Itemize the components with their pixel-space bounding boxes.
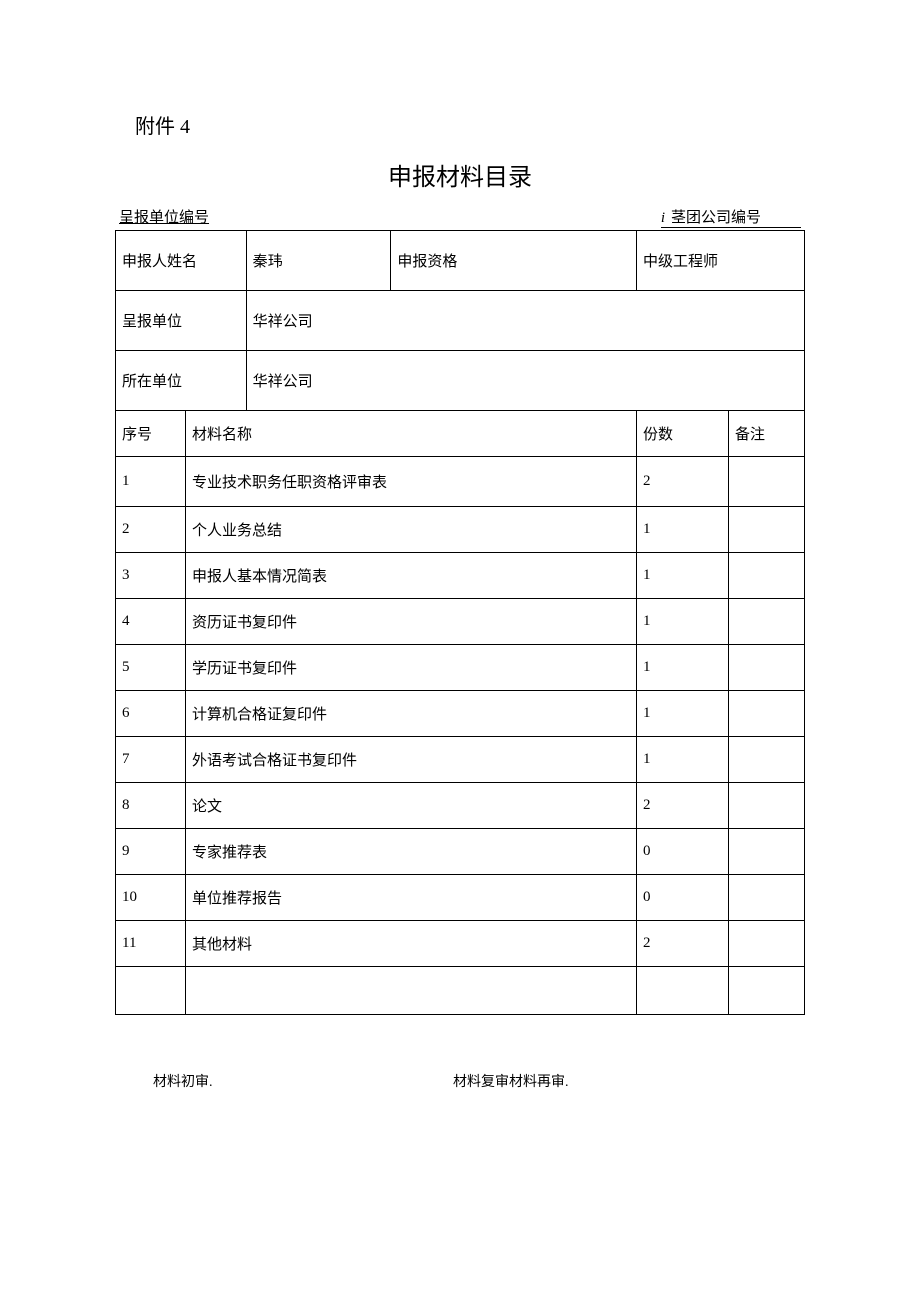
table-row-empty <box>116 967 805 1015</box>
cell-note <box>729 737 805 783</box>
cell-seq: 3 <box>116 553 186 599</box>
material-initial-review-label: 材料初审. <box>153 1071 453 1091</box>
cell-name: 论文 <box>186 783 637 829</box>
cell-qty: 1 <box>637 599 729 645</box>
cell-seq: 1 <box>116 457 186 507</box>
cell-note <box>729 507 805 553</box>
cell-note <box>729 645 805 691</box>
table-row: 6 计算机合格证复印件 1 <box>116 691 805 737</box>
header-line: 呈报单位编号 i 茎团公司编号 <box>115 206 805 230</box>
col-name-header: 材料名称 <box>186 411 637 457</box>
row-report-unit: 呈报单位 华祥公司 <box>116 291 805 351</box>
table-row: 8 论文 2 <box>116 783 805 829</box>
material-re-review-label: 材料复审材料再审. <box>453 1071 569 1091</box>
group-company-number-label: i 茎团公司编号 <box>661 206 801 228</box>
cell-seq: 2 <box>116 507 186 553</box>
cell-name: 外语考试合格证书复印件 <box>186 737 637 783</box>
table-row: 5 学历证书复印件 1 <box>116 645 805 691</box>
cell-qty: 2 <box>637 457 729 507</box>
table-row: 3 申报人基本情况简表 1 <box>116 553 805 599</box>
report-unit-number-label: 呈报单位编号 <box>119 206 209 228</box>
cell-name: 个人业务总结 <box>186 507 637 553</box>
row-work-unit: 所在单位 华祥公司 <box>116 351 805 411</box>
cell-note <box>729 921 805 967</box>
cell-note <box>729 875 805 921</box>
table-row: 7 外语考试合格证书复印件 1 <box>116 737 805 783</box>
application-table: 申报人姓名 秦玮 申报资格 中级工程师 呈报单位 华祥公司 所在单位 华祥公司 … <box>115 230 805 1015</box>
cell-empty <box>116 967 186 1015</box>
qualification-value: 中级工程师 <box>637 231 805 291</box>
cell-seq: 5 <box>116 645 186 691</box>
cell-seq: 11 <box>116 921 186 967</box>
work-unit-label: 所在单位 <box>116 351 247 411</box>
attachment-label: 附件 4 <box>135 110 805 139</box>
cell-qty: 0 <box>637 829 729 875</box>
cell-name: 计算机合格证复印件 <box>186 691 637 737</box>
cell-qty: 2 <box>637 783 729 829</box>
cell-qty: 1 <box>637 507 729 553</box>
table-row: 4 资历证书复印件 1 <box>116 599 805 645</box>
group-company-label-text: 茎团公司编号 <box>671 210 761 226</box>
page-title: 申报材料目录 <box>115 157 805 192</box>
cell-qty: 1 <box>637 645 729 691</box>
cell-name: 专业技术职务任职资格评审表 <box>186 457 637 507</box>
cell-note <box>729 783 805 829</box>
cell-qty: 2 <box>637 921 729 967</box>
report-unit-label: 呈报单位 <box>116 291 247 351</box>
cell-name: 学历证书复印件 <box>186 645 637 691</box>
cell-seq: 7 <box>116 737 186 783</box>
applicant-name-value: 秦玮 <box>246 231 391 291</box>
row-header: 序号 材料名称 份数 备注 <box>116 411 805 457</box>
cell-empty <box>637 967 729 1015</box>
cell-seq: 9 <box>116 829 186 875</box>
cell-seq: 10 <box>116 875 186 921</box>
row-applicant: 申报人姓名 秦玮 申报资格 中级工程师 <box>116 231 805 291</box>
footer-line: 材料初审. 材料复审材料再审. <box>115 1071 805 1091</box>
cell-qty: 1 <box>637 691 729 737</box>
cell-note <box>729 691 805 737</box>
cell-note <box>729 553 805 599</box>
cell-name: 申报人基本情况简表 <box>186 553 637 599</box>
cell-qty: 1 <box>637 553 729 599</box>
cell-note <box>729 457 805 507</box>
col-note-header: 备注 <box>729 411 805 457</box>
cell-note <box>729 599 805 645</box>
cell-note <box>729 829 805 875</box>
cell-empty <box>729 967 805 1015</box>
table-row: 1 专业技术职务任职资格评审表 2 <box>116 457 805 507</box>
cell-seq: 6 <box>116 691 186 737</box>
table-row: 9 专家推荐表 0 <box>116 829 805 875</box>
table-row: 11 其他材料 2 <box>116 921 805 967</box>
qualification-label: 申报资格 <box>391 231 637 291</box>
i-char: i <box>661 210 665 226</box>
col-qty-header: 份数 <box>637 411 729 457</box>
table-row: 2 个人业务总结 1 <box>116 507 805 553</box>
cell-name: 资历证书复印件 <box>186 599 637 645</box>
work-unit-value: 华祥公司 <box>246 351 804 411</box>
cell-empty <box>186 967 637 1015</box>
applicant-name-label: 申报人姓名 <box>116 231 247 291</box>
report-unit-value: 华祥公司 <box>246 291 804 351</box>
cell-name: 专家推荐表 <box>186 829 637 875</box>
cell-name: 其他材料 <box>186 921 637 967</box>
cell-qty: 1 <box>637 737 729 783</box>
table-row: 10 单位推荐报告 0 <box>116 875 805 921</box>
col-seq-header: 序号 <box>116 411 186 457</box>
cell-qty: 0 <box>637 875 729 921</box>
cell-name: 单位推荐报告 <box>186 875 637 921</box>
cell-seq: 4 <box>116 599 186 645</box>
cell-seq: 8 <box>116 783 186 829</box>
